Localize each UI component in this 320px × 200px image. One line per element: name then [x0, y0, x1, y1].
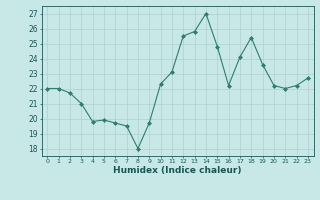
X-axis label: Humidex (Indice chaleur): Humidex (Indice chaleur) — [113, 166, 242, 175]
